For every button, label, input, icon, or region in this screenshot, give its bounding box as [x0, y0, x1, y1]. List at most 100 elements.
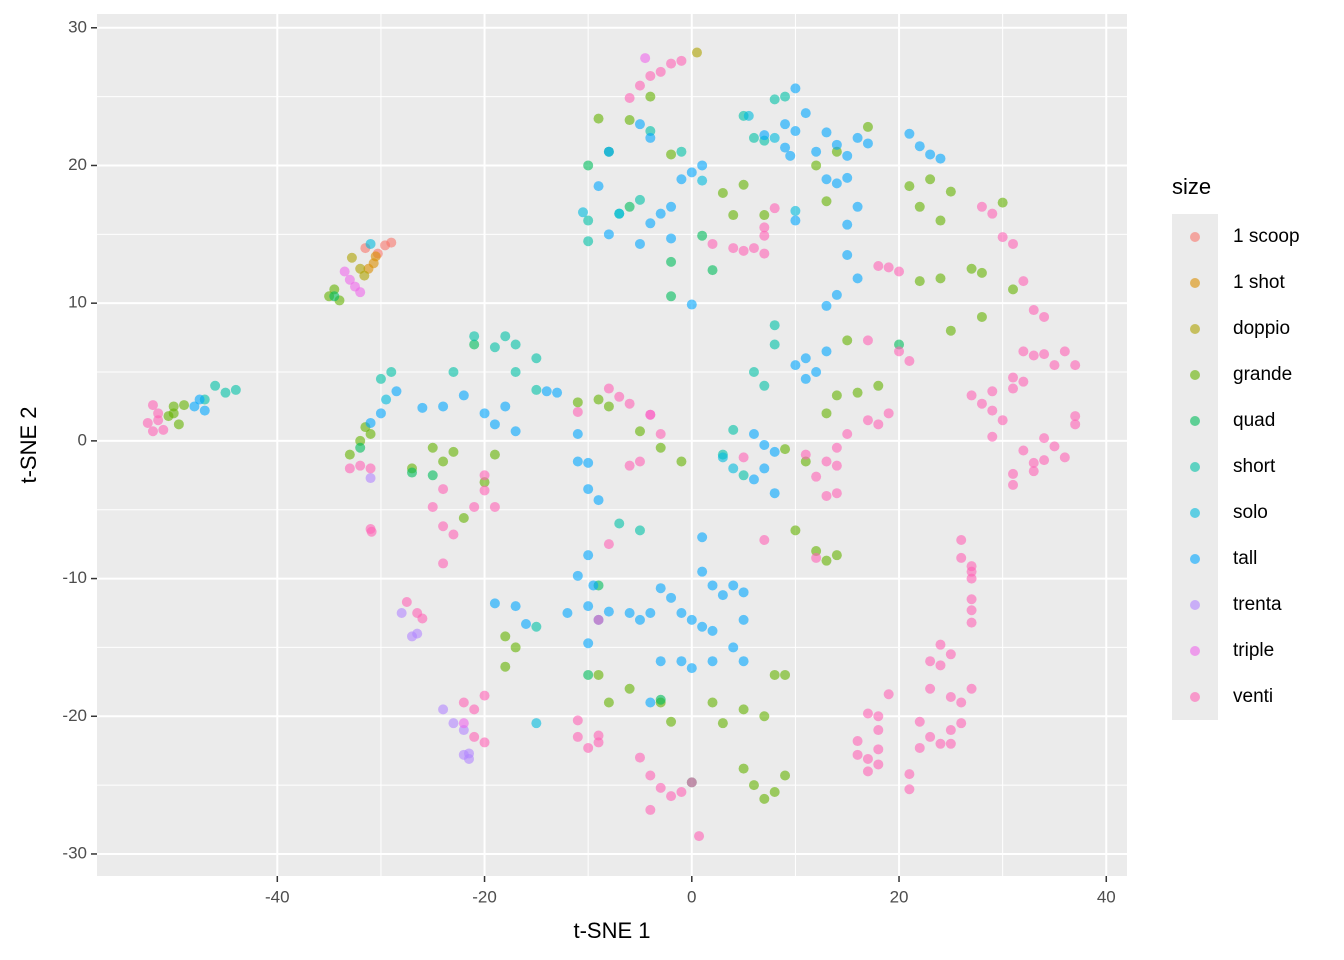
point: [500, 331, 511, 342]
point: [655, 442, 666, 453]
legend-key: [1190, 324, 1200, 334]
point: [738, 656, 749, 667]
point: [666, 233, 677, 244]
point: [831, 460, 842, 471]
point: [158, 424, 169, 435]
point: [676, 656, 687, 667]
point: [769, 339, 780, 350]
point: [966, 683, 977, 694]
point: [583, 742, 594, 753]
point: [1070, 419, 1081, 430]
point: [210, 380, 221, 391]
point: [572, 570, 583, 581]
point: [634, 238, 645, 249]
legend-key: [1190, 416, 1200, 426]
point: [645, 91, 656, 102]
point: [339, 266, 350, 277]
point: [645, 770, 656, 781]
point: [396, 607, 407, 618]
legend-key: [1190, 278, 1200, 288]
point: [572, 715, 583, 726]
point: [956, 552, 967, 563]
point: [469, 501, 480, 512]
point: [697, 532, 708, 543]
point: [759, 440, 770, 450]
point: [147, 426, 158, 437]
point: [562, 607, 573, 618]
point: [935, 738, 946, 749]
point: [1018, 276, 1029, 287]
point: [1049, 360, 1060, 371]
point: [831, 178, 842, 189]
point: [759, 380, 770, 391]
point: [147, 400, 158, 411]
point: [645, 132, 656, 143]
point: [1008, 284, 1019, 295]
legend-label: triple: [1233, 640, 1274, 661]
point: [645, 218, 656, 229]
point: [666, 149, 677, 160]
point: [914, 742, 925, 753]
point: [489, 449, 500, 460]
point: [329, 291, 340, 302]
point: [634, 456, 645, 467]
point: [634, 752, 645, 763]
point: [464, 753, 475, 764]
point: [469, 704, 480, 715]
point: [738, 704, 749, 715]
point: [852, 749, 863, 760]
point: [603, 229, 614, 240]
legend-key: [1190, 232, 1200, 242]
point: [645, 409, 656, 420]
point: [956, 535, 967, 546]
point: [780, 669, 791, 680]
point: [168, 401, 179, 412]
point: [945, 186, 956, 197]
point: [583, 638, 594, 649]
point: [862, 138, 873, 149]
point: [1028, 466, 1039, 477]
point: [634, 119, 645, 130]
point: [1070, 411, 1081, 422]
point: [790, 215, 801, 226]
point: [759, 222, 770, 233]
point: [469, 731, 480, 742]
point: [645, 70, 656, 81]
point: [375, 373, 386, 384]
point: [655, 208, 666, 219]
point: [914, 141, 925, 152]
point: [769, 488, 780, 499]
point: [645, 126, 656, 137]
point: [748, 428, 759, 439]
point: [883, 689, 894, 700]
axes: -40 -20 0 20 40 -30 -20 -10 0 10 20 30: [62, 17, 1115, 906]
point: [811, 552, 822, 563]
point: [759, 248, 770, 259]
y-tick-label: 30: [68, 17, 87, 36]
point: [676, 55, 687, 66]
point: [852, 736, 863, 747]
point: [583, 669, 594, 680]
point: [966, 605, 977, 616]
point: [220, 387, 231, 398]
x-tick-label: 0: [687, 887, 696, 906]
legend: 1 scoop 1 shot doppio grande quad short solo ta…: [1190, 226, 1300, 707]
point: [1028, 457, 1039, 468]
point: [427, 501, 438, 512]
point: [412, 628, 423, 639]
point: [707, 580, 718, 591]
legend-label: quad: [1233, 410, 1275, 431]
legend-label: tall: [1233, 548, 1257, 569]
points: [142, 47, 1081, 842]
point: [883, 262, 894, 273]
point: [686, 167, 697, 178]
point: [780, 770, 791, 781]
point: [883, 408, 894, 419]
point: [831, 550, 842, 561]
point: [583, 160, 594, 171]
point: [759, 130, 770, 141]
point: [391, 386, 402, 397]
point: [987, 405, 998, 416]
point: [531, 621, 542, 632]
point: [603, 539, 614, 550]
